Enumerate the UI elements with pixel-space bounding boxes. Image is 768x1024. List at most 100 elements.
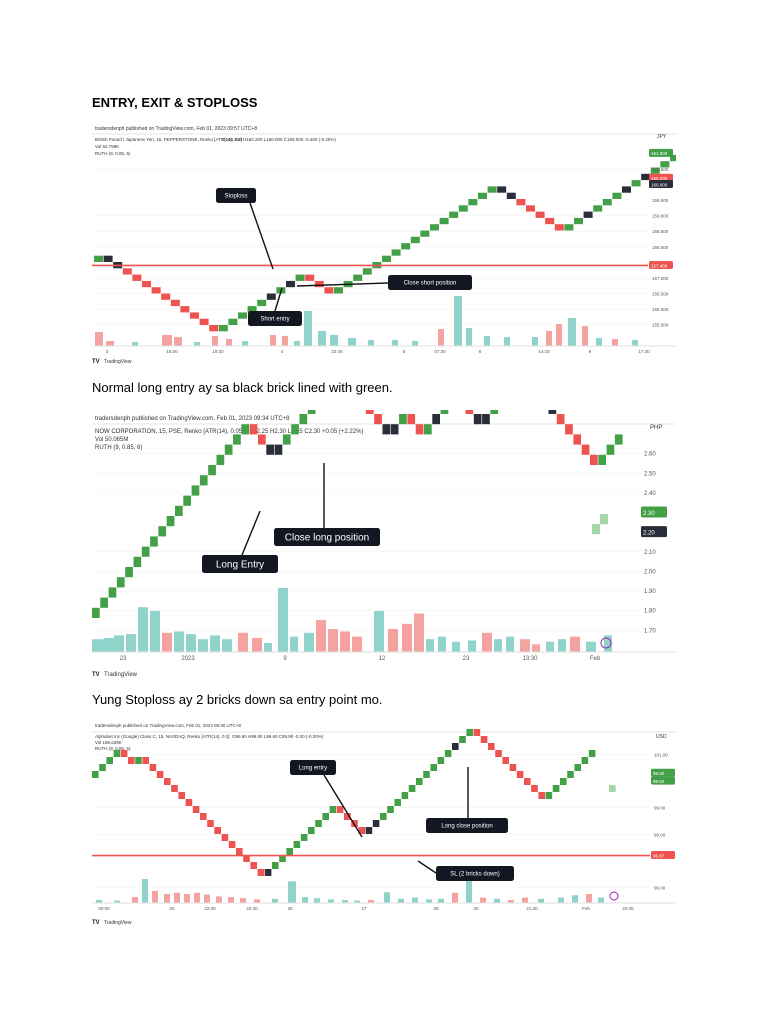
y-tick-label: 2.60 [644,452,656,458]
renko-brick-down [200,813,207,820]
volume-bar [568,318,576,346]
renko-brick-pending [609,785,616,792]
renko-brick-up [423,771,430,778]
renko-brick-up [641,173,651,181]
renko-brick-up [315,820,322,827]
x-tick-label: 30 [473,906,479,911]
annotation-pointer [296,282,389,287]
ohlc-values: O99.60 H99.90 L99.60 C99.90 -0.20 (-0.20… [232,734,324,739]
renko-brick-down [228,841,236,848]
price-badge-label: 157.400 [651,263,668,268]
renko-brick-up [308,827,315,834]
renko-brick-down [266,444,274,455]
volume-bar [508,900,514,903]
renko-brick-up [598,454,606,465]
x-tick-label: 2023 [181,656,195,662]
renko-brick-up [228,318,238,325]
volume-bar [216,896,222,903]
volume-bar [570,636,580,652]
renko-brick-down [185,799,193,806]
tradingview-label: TradingView [104,672,138,678]
renko-brick-down [374,414,382,425]
price-badge [649,260,673,269]
tradingview-logo: TV [92,920,100,926]
x-tick-label: 26 [287,906,293,911]
renko-brick-up [272,862,279,869]
volume-bar [104,637,114,652]
renko-brick-up [602,199,612,206]
price-badge [651,851,675,860]
publish-note: tradersdenph published on TradingView.co… [95,723,241,728]
volume-bar [604,635,612,652]
volume-bar [538,898,544,903]
volume-bar [302,897,308,903]
price-badge-label: 99.60 [653,779,665,784]
x-tick-label: 21:30 [526,906,538,911]
renko-brick-up [410,236,420,244]
renko-brick-up [449,211,459,218]
renko-brick-up [490,410,499,414]
renko-brick-up [468,199,478,206]
renko-brick-up [394,799,401,806]
price-badge [651,776,675,785]
renko-brick-up [588,750,596,757]
renko-brick-down [590,454,598,465]
volume-bar [132,342,138,346]
annotation-box [248,311,302,326]
renko-brick-down [336,806,344,813]
renko-brick-up [552,785,560,792]
volume-bar [226,339,232,346]
page-heading: ENTRY, EXIT & STOPLOSS [92,95,258,110]
renko-brick-up [286,280,295,288]
volume-bar [546,331,552,346]
renko-brick-down [164,778,171,785]
volume-bar [290,636,298,652]
x-tick-label: 07:30 [434,349,446,354]
x-tick-label: Feb [590,656,601,662]
renko-brick-down [495,750,502,757]
ohlc-values: O160.200 H160.200 L160.000 C160.000 -0.4… [222,137,336,142]
renko-brick-down [554,224,564,231]
price-badge [649,179,673,188]
volume-bar [532,644,540,652]
price-badge-label: 160.000 [651,182,668,187]
renko-brick-down [156,771,164,778]
volume-bar [586,641,596,652]
annotation-pointer [241,510,261,556]
renko-brick-up [444,750,452,757]
renko-brick-up [125,567,133,578]
annotation-label: Close short position [404,281,457,287]
volume-bar [142,879,148,903]
renko-brick-up [631,180,641,187]
y-tick-label: 2.00 [644,569,656,575]
price-badge-label: 161.000 [651,151,668,156]
renko-brick-up [466,729,473,736]
renko-brick-up [92,771,99,778]
volume-bar [556,324,562,346]
y-tick-label: 158.000 [652,245,669,250]
chart-2: tradersdenph published on TradingView.co… [92,410,676,680]
renko-brick-up [299,414,308,425]
x-tick-label: 25 [169,906,175,911]
volume-label: Vol 186.639K [95,740,122,745]
renko-brick-up [482,414,490,425]
annotation-pointer [417,860,437,874]
annotation-box [436,866,514,881]
volume-label: Vol 50.065M [95,437,128,443]
events-icon[interactable] [600,637,612,649]
renko-brick-up [416,778,423,785]
renko-chart-goog: tradersdenph published on TradingView.co… [92,720,676,928]
renko-brick-up [560,778,567,785]
events-icon[interactable] [609,891,619,901]
volume-bar [186,634,196,652]
volume-bar [314,898,320,903]
renko-brick-down [209,325,219,332]
renko-brick-down [192,806,200,813]
renko-brick-up [660,161,670,168]
caption-1: Normal long entry ay sa black brick line… [92,380,393,395]
renko-brick-up [581,757,589,764]
renko-brick-up [382,255,391,262]
renko-brick-up [166,516,175,527]
volume-bar [340,631,350,652]
renko-brick-down [132,274,142,281]
